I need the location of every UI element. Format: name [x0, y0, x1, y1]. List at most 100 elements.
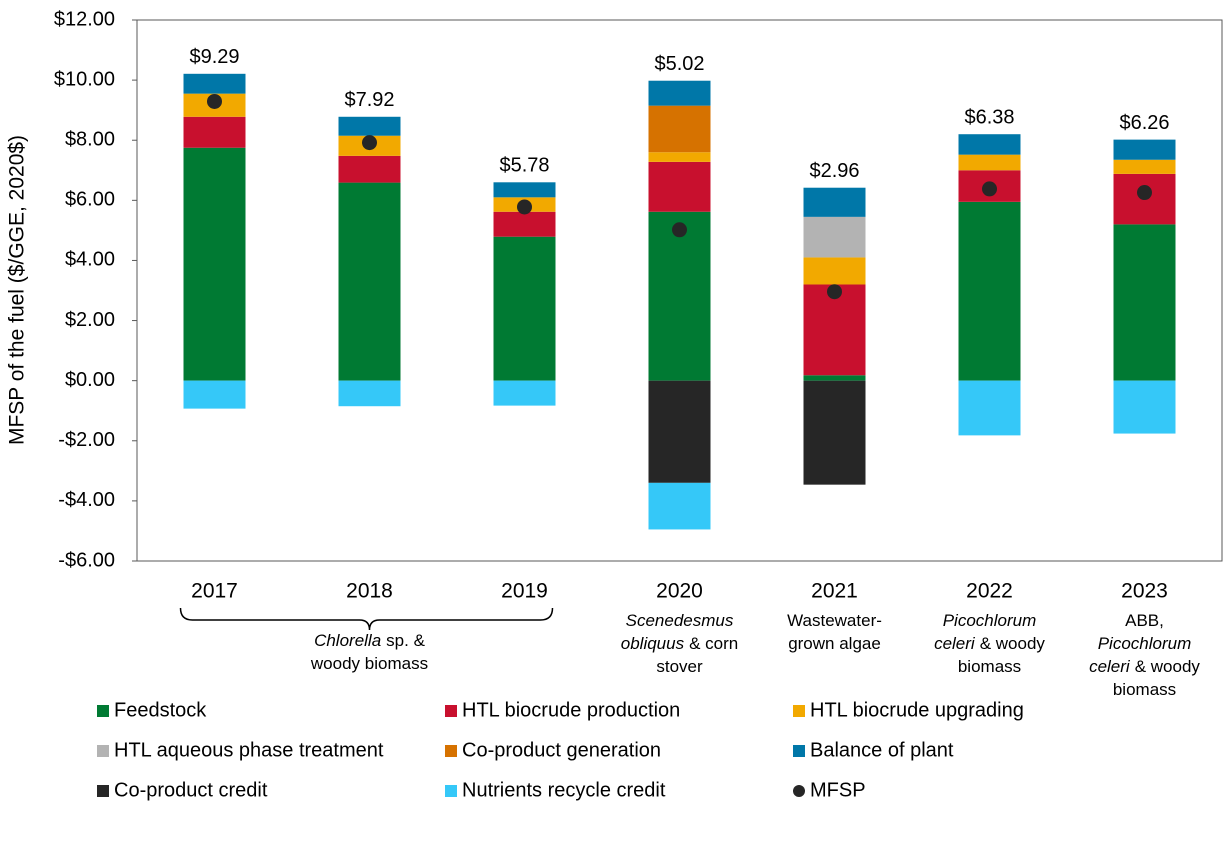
data-label: $9.29	[189, 46, 239, 68]
bar-segment	[183, 73, 246, 94]
bar-segment	[1113, 380, 1176, 434]
group-note-run: Wastewater-	[787, 611, 882, 630]
group-note-run: ABB,	[1125, 611, 1164, 630]
data-label: $5.02	[654, 53, 704, 75]
group-note-run: celeri	[934, 634, 976, 653]
legend-swatch	[97, 705, 109, 717]
bar-segment	[803, 380, 866, 485]
group-note: woody biomass	[310, 654, 428, 673]
y-tick-label: $6.00	[65, 189, 115, 211]
bar-segment	[648, 105, 711, 153]
legend-label: Co-product credit	[114, 779, 268, 801]
legend-swatch	[793, 785, 805, 797]
group-note: Chlorella sp. &	[314, 631, 425, 650]
legend-swatch	[445, 785, 457, 797]
bar-segment	[1113, 139, 1176, 160]
data-label: $2.96	[809, 160, 859, 182]
x-tick-label: 2021	[811, 580, 858, 603]
mfsp-dot	[362, 135, 377, 151]
x-tick-label: 2018	[346, 580, 393, 603]
bar-segment	[648, 482, 711, 530]
group-note-run: & woody	[980, 634, 1046, 653]
y-axis-title: MFSP of the fuel ($/GGE, 2020$)	[6, 135, 29, 445]
group-note: stover	[656, 657, 703, 676]
y-tick-label: $10.00	[54, 68, 115, 90]
legend-swatch	[445, 705, 457, 717]
bar-segment	[648, 80, 711, 106]
group-note: grown algae	[788, 634, 881, 653]
bar-segment	[338, 380, 401, 407]
group-brace	[179, 607, 554, 631]
bar-segment	[803, 284, 866, 376]
legend-swatch	[793, 745, 805, 757]
bar-segment	[183, 116, 246, 148]
group-note: celeri & woody	[1089, 657, 1200, 676]
group-note-run: Chlorella	[314, 631, 381, 650]
mfsp-dot	[827, 284, 842, 300]
group-note-run: obliquus	[621, 634, 685, 653]
data-label: $6.26	[1119, 112, 1169, 134]
group-note: Picochlorum	[943, 611, 1037, 630]
group-note-run: biomass	[1113, 680, 1176, 699]
group-note: biomass	[1113, 680, 1176, 699]
x-tick-label: 2019	[501, 580, 548, 603]
legend-label: HTL biocrude upgrading	[810, 699, 1024, 721]
bar-segment	[338, 116, 401, 136]
legend-label: Nutrients recycle credit	[462, 779, 666, 801]
y-tick-label: $8.00	[65, 129, 115, 151]
y-tick-label: -$2.00	[58, 429, 115, 451]
group-note: Picochlorum	[1098, 634, 1192, 653]
x-tick-label: 2017	[191, 580, 238, 603]
group-note: biomass	[958, 657, 1021, 676]
bar-segment	[493, 182, 556, 198]
group-note-run: Scenedesmus	[626, 611, 734, 630]
bar-segment	[648, 161, 711, 212]
y-tick-label: $4.00	[65, 249, 115, 271]
legend-label: MFSP	[810, 779, 866, 801]
bar-segment	[803, 216, 866, 258]
group-note-run: sp. &	[386, 631, 425, 650]
group-note-run: biomass	[958, 657, 1021, 676]
bar-segment	[648, 380, 711, 483]
y-tick-label: -$4.00	[58, 489, 115, 511]
bar-segment	[958, 380, 1021, 436]
bar-segment	[958, 134, 1021, 155]
y-tick-label: $2.00	[65, 309, 115, 331]
group-note-run: Picochlorum	[1098, 634, 1192, 653]
legend-swatch	[97, 745, 109, 757]
legend-swatch	[793, 705, 805, 717]
x-tick-label: 2020	[656, 580, 703, 603]
bar-segment	[183, 147, 246, 381]
group-note-run: & woody	[1135, 657, 1201, 676]
data-label: $7.92	[344, 89, 394, 111]
plot-frame	[136, 19, 1223, 562]
bar-segment	[183, 380, 246, 409]
mfsp-dot	[1137, 185, 1152, 201]
bar-segment	[338, 155, 401, 183]
data-label: $5.78	[499, 155, 549, 177]
bar-segment	[648, 152, 711, 162]
legend-label: Co-product generation	[462, 739, 661, 761]
legend-swatch	[445, 745, 457, 757]
mfsp-dot	[207, 93, 222, 109]
bar-segment	[803, 187, 866, 217]
group-note: ABB,	[1125, 611, 1164, 630]
legend-swatch	[97, 785, 109, 797]
bar-segment	[493, 236, 556, 381]
y-tick-label: $0.00	[65, 369, 115, 391]
bar-segment	[493, 380, 556, 406]
group-note: celeri & woody	[934, 634, 1045, 653]
group-note-run: celeri	[1089, 657, 1131, 676]
bar-segment	[958, 201, 1021, 381]
x-tick-label: 2023	[1121, 580, 1168, 603]
bar-segment	[493, 211, 556, 237]
data-label: $6.38	[964, 106, 1014, 128]
group-note: Scenedesmus	[626, 611, 734, 630]
group-note-run: stover	[656, 657, 703, 676]
group-note: obliquus & corn	[621, 634, 738, 653]
group-note-run: Picochlorum	[943, 611, 1037, 630]
mfsp-dot	[517, 199, 532, 215]
bar-segment	[648, 211, 711, 381]
group-note-run: grown algae	[788, 634, 881, 653]
